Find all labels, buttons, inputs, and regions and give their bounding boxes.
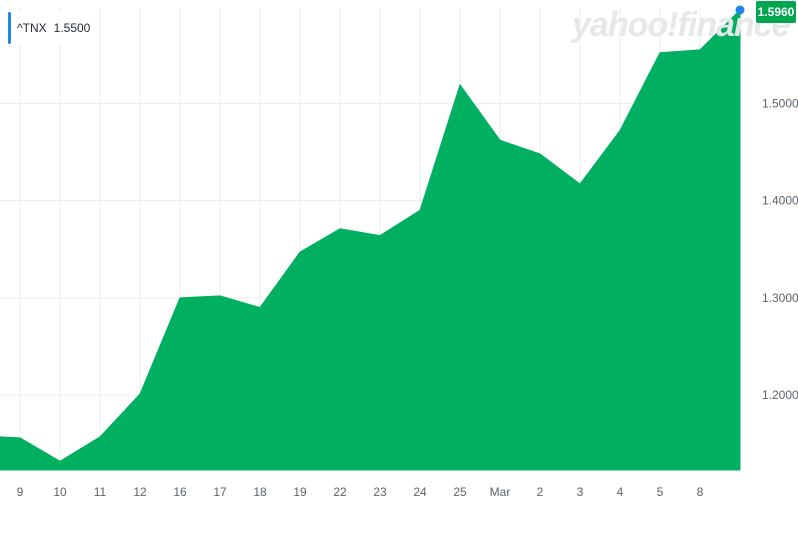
last-price-badge: 1.5960: [756, 1, 796, 23]
x-tick-label: 11: [94, 485, 107, 499]
x-tick-label: 24: [413, 485, 427, 499]
symbol-color-marker: [8, 12, 11, 44]
x-tick-label: 18: [253, 485, 267, 499]
x-tick-label: 10: [53, 485, 67, 499]
area-series: [0, 8, 741, 471]
x-tick-label: 8: [697, 485, 704, 499]
x-tick-label: 2: [537, 485, 544, 499]
y-tick-label: 1.2000: [762, 388, 798, 402]
x-tick-label: 3: [577, 485, 584, 499]
x-tick-label: 12: [133, 485, 147, 499]
y-tick-label: 1.5000: [762, 96, 798, 110]
last-point-marker-group: [735, 5, 745, 15]
x-axis: 9 10 11 12 16 17 18 19 22 23 24 25 Mar 2 3 4 5 8: [17, 485, 704, 499]
x-tick-label: 22: [333, 485, 347, 499]
x-tick-label: 5: [657, 485, 664, 499]
x-tick-label: 19: [293, 485, 307, 499]
x-tick-label: 17: [213, 485, 227, 499]
last-point-marker: [735, 5, 745, 15]
x-tick-label: 25: [453, 485, 467, 499]
x-tick-label: 16: [173, 485, 187, 499]
y-tick-label: 1.3000: [762, 291, 798, 305]
x-tick-label: 23: [373, 485, 387, 499]
x-tick-label: 9: [17, 485, 24, 499]
x-tick-label: 4: [617, 485, 624, 499]
series-area: [0, 8, 741, 471]
symbol-legend[interactable]: ^TNX 1.5500: [8, 12, 97, 44]
symbol-value: 1.5500: [53, 21, 91, 35]
y-axis: 1.2000 1.3000 1.4000 1.5000: [762, 96, 798, 402]
symbol-name: ^TNX: [17, 21, 47, 35]
y-tick-label: 1.4000: [762, 194, 798, 208]
x-tick-label: Mar: [490, 485, 511, 499]
